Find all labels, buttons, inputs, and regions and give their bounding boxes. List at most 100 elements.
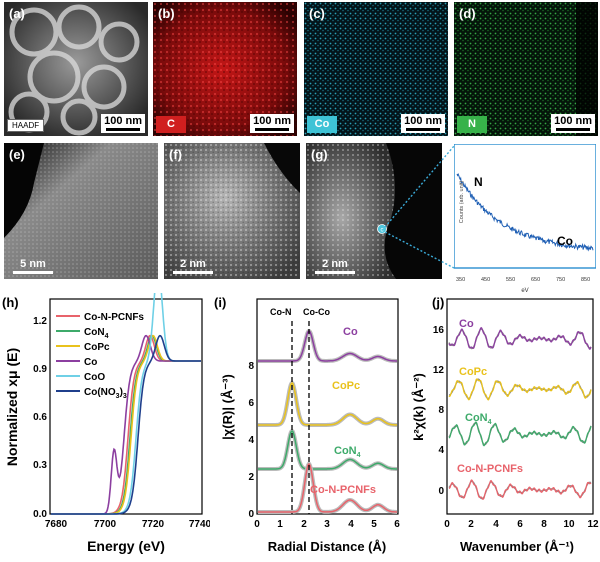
i-ytick: 0 <box>248 509 254 520</box>
eels-xtick: 450 <box>481 277 490 283</box>
j-label-con4: CoN <box>465 412 488 424</box>
i-xtick: 0 <box>254 519 260 530</box>
panel-g-scale-text: 2 nm <box>322 258 348 270</box>
cobalt-element-tag: Co <box>307 116 337 133</box>
haadf-tag: HAADF <box>7 119 45 132</box>
i-xtick: 4 <box>348 519 354 530</box>
panel-d-nitrogen-map: (d) N 100 nm <box>454 2 598 136</box>
j-label-co: Co <box>459 318 474 330</box>
panel-g-tem-image: c (g) 2 nm <box>306 143 442 279</box>
carbon-element-tag: C <box>156 116 186 133</box>
nitrogen-element-tag: N <box>457 116 487 133</box>
eels-xtick: 750 <box>556 277 565 283</box>
panel-h-label: (h) <box>2 295 19 310</box>
svg-text:CoN4: CoN4 <box>334 445 361 459</box>
legend-label: CoPc <box>84 342 110 353</box>
legend-label: Co <box>84 357 97 368</box>
j-ytick: 8 <box>438 405 444 416</box>
rspace-curve-co-n-pcnfs <box>258 463 397 513</box>
panel-i-label: (i) <box>214 295 226 310</box>
j-label-co-n-pcnfs: Co-N-PCNFs <box>457 463 523 475</box>
kspace-curve-co-n-pcnfs <box>448 479 592 500</box>
panel-c-scalebar: 100 nm <box>401 114 445 133</box>
panel-f-scale-text: 2 nm <box>180 258 206 270</box>
legend-label: CoN <box>84 327 105 338</box>
i-ytick: 4 <box>248 435 254 446</box>
panel-h-ylabel: Normalized xμ (E) <box>4 348 20 466</box>
panel-e-tem-image: (e) 5 nm <box>4 143 158 279</box>
scalebar-line <box>315 271 355 274</box>
panel-i-xlabel: Radial Distance (Å) <box>268 539 386 554</box>
panel-h-curves <box>51 293 201 515</box>
j-xtick: 2 <box>468 519 474 530</box>
panel-g-label: (g) <box>311 147 328 162</box>
i-ytick: 2 <box>248 472 254 483</box>
panel-h-xticks: 7680 7700 7720 7740 <box>45 519 210 530</box>
panel-f-scalebar: 2 nm <box>170 257 216 276</box>
kspace-curve-con4 <box>448 421 592 447</box>
legend-subscript: 3 <box>123 393 127 400</box>
panel-i-curves <box>258 328 397 514</box>
legend-subscript: 3 <box>116 393 120 400</box>
svg-text:Co(NO3)3: Co(NO3)3 <box>84 387 127 400</box>
j-xtick: 12 <box>587 519 599 530</box>
scalebar-line <box>406 128 441 131</box>
kspace-curve-co <box>448 326 592 351</box>
xanes-curve-copc <box>51 334 201 515</box>
panel-j-label: (j) <box>432 295 444 310</box>
i-xtick: 6 <box>394 519 400 530</box>
rspace-curve-copc <box>258 382 397 426</box>
legend-item-co: Co <box>56 357 97 368</box>
eels-xtick: 550 <box>506 277 515 283</box>
haadf-texture <box>4 2 148 136</box>
i-xtick: 2 <box>301 519 307 530</box>
j-xtick: 0 <box>444 519 450 530</box>
rspace-curve-con4 <box>258 430 397 470</box>
co-co-marker-label: Co-Co <box>303 307 330 317</box>
panel-j-ylabel: k²χ(k) (Å⁻²) <box>411 373 426 441</box>
panel-e-scalebar: 5 nm <box>10 257 56 276</box>
scalebar-line <box>173 271 213 274</box>
eels-xtick: 650 <box>531 277 540 283</box>
scalebar-line <box>106 128 141 131</box>
rspace-curve-co <box>258 330 397 362</box>
legend-label: CoO <box>84 372 105 383</box>
h-ytick: 1.2 <box>33 316 47 327</box>
panel-d-scalebar: 100 nm <box>551 114 595 133</box>
i-ytick: 6 <box>248 398 254 409</box>
panel-i-ylabel: |χ(R)| (Å⁻³) <box>220 374 235 440</box>
eels-xlabel: eV <box>521 288 528 294</box>
j-ytick: 0 <box>438 486 444 497</box>
legend-label: Co-N-PCNFs <box>84 312 144 323</box>
i-xtick: 5 <box>371 519 377 530</box>
i-label-co: Co <box>343 326 358 338</box>
tem-f-texture <box>164 143 300 279</box>
j-ytick: 16 <box>433 325 445 336</box>
panel-j-curves <box>448 326 592 500</box>
j-xtick: 6 <box>517 519 523 530</box>
svg-text:CoN4: CoN4 <box>465 412 492 426</box>
panel-h-xlabel: Energy (eV) <box>87 538 165 554</box>
co-n-marker-label: Co-N <box>270 307 292 317</box>
panel-f-tem-image: (f) 2 nm <box>164 143 300 279</box>
xanes-curve-cono3 <box>51 334 201 515</box>
panel-h-legend: Co-N-PCNFs CoN4 CoPc Co CoO Co(NO3)3 <box>56 312 144 400</box>
i-label-con4: CoN <box>334 445 357 457</box>
i-label-con4-sub: 4 <box>357 452 361 459</box>
eels-plot: N Co Counts (arb. unit) 350 450 550 650 … <box>453 143 597 294</box>
tem-e-texture <box>4 143 158 279</box>
h-xtick: 7720 <box>142 519 165 530</box>
panel-i-yticks: 0 2 4 6 8 <box>248 361 254 520</box>
svg-text:CoN4: CoN4 <box>84 327 109 340</box>
h-xtick: 7700 <box>94 519 117 530</box>
panel-j-kspace-chart: (j) Co CoPc CoN4 Co-N-PCNFs 0 4 8 12 16 … <box>411 295 599 554</box>
h-xtick: 7740 <box>189 519 210 530</box>
legend-item-copc: CoPc <box>56 342 110 353</box>
legend-label: Co(NO <box>84 387 116 398</box>
scalebar-line <box>556 128 591 131</box>
panel-d-label: (d) <box>459 6 476 21</box>
legend-item-coo: CoO <box>56 372 105 383</box>
kspace-curve-copc <box>448 378 592 401</box>
eels-ylabel: Counts (arb. unit) <box>459 181 465 224</box>
legend-item-co-n-pcnfs: Co-N-PCNFs <box>56 312 144 323</box>
